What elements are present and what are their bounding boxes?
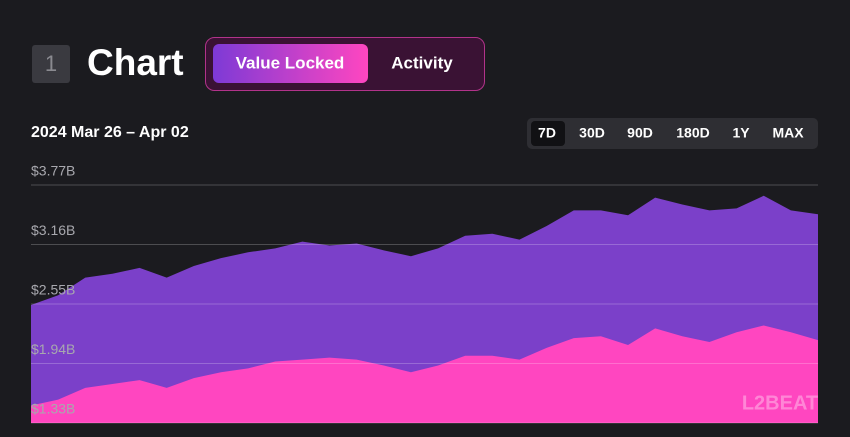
y-tick-label: $3.16B bbox=[31, 222, 75, 238]
range-group bbox=[527, 118, 818, 149]
area bbox=[31, 325, 818, 423]
range-button[interactable]: 30D bbox=[579, 125, 605, 141]
range-button[interactable]: 180D bbox=[676, 125, 709, 141]
range-button[interactable]: 90D bbox=[627, 125, 653, 141]
date-range: 2024 Mar 26 – Apr 02 bbox=[31, 124, 189, 141]
y-tick-label: $2.55B bbox=[31, 282, 75, 298]
range-button[interactable]: MAX bbox=[772, 125, 804, 141]
watermark: L2BEAT bbox=[742, 392, 818, 414]
y-tick-label: $1.33B bbox=[31, 401, 75, 417]
tab-label[interactable]: Value Locked bbox=[236, 53, 345, 72]
number: 1 bbox=[45, 51, 57, 76]
page-title: Chart bbox=[87, 42, 184, 83]
tab-active[interactable] bbox=[213, 44, 368, 83]
range-button[interactable]: 7D bbox=[538, 125, 556, 141]
y-tick-label: $1.94B bbox=[31, 341, 75, 357]
range-button[interactable]: 1Y bbox=[732, 125, 750, 141]
y-tick-label: $3.77B bbox=[31, 163, 75, 179]
tab-label[interactable]: Activity bbox=[391, 53, 453, 72]
number-badge bbox=[32, 45, 70, 83]
range-button-active[interactable] bbox=[531, 121, 565, 146]
